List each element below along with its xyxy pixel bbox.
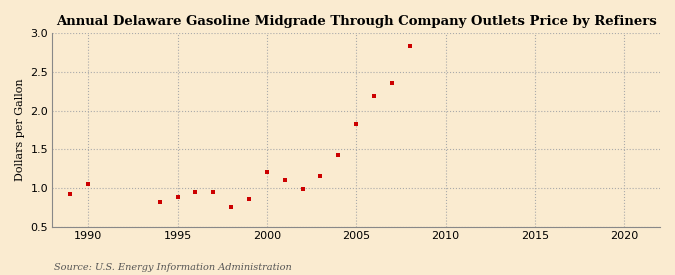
Point [261,170,272,175]
Text: Source: U.S. Energy Information Administration: Source: U.S. Energy Information Administ… [54,263,292,272]
Point [155,200,165,204]
Point [172,195,183,199]
Point [225,205,236,210]
Point [333,153,344,157]
Y-axis label: Dollars per Gallon: Dollars per Gallon [15,79,25,181]
Point [351,122,362,126]
Point [404,43,415,48]
Point [208,189,219,194]
Point [244,197,254,201]
Point [190,189,201,194]
Point [297,186,308,191]
Point [369,94,379,98]
Point [279,178,290,182]
Title: Annual Delaware Gasoline Midgrade Through Company Outlets Price by Refiners: Annual Delaware Gasoline Midgrade Throug… [56,15,657,28]
Point [65,192,76,196]
Point [387,81,398,85]
Point [315,174,326,178]
Point [83,182,94,186]
